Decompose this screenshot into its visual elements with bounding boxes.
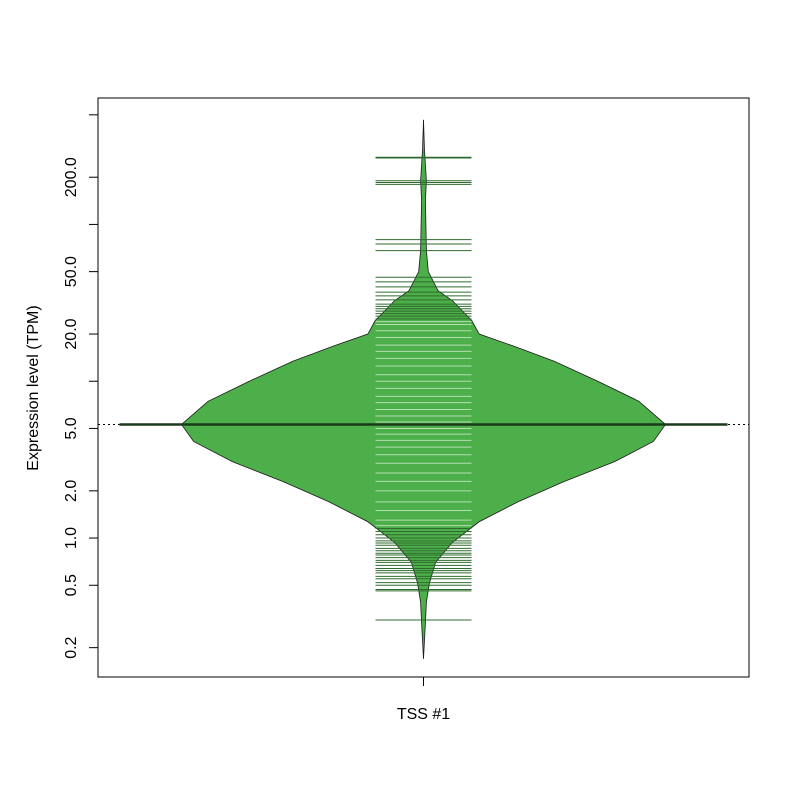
x-tick-label: TSS #1 <box>397 706 450 723</box>
y-tick-label: 20.0 <box>63 318 80 349</box>
y-tick-label: 50.0 <box>63 256 80 287</box>
bean-half <box>180 119 424 659</box>
plot-frame <box>97 97 750 678</box>
y-tick-label: 0.2 <box>63 636 80 658</box>
y-tick-label: 5.0 <box>63 417 80 439</box>
y-tick-label: 0.5 <box>63 574 80 596</box>
bean-half <box>423 119 667 659</box>
y-tick-label: 2.0 <box>63 480 80 502</box>
y-axis-label: Expression level (TPM) <box>25 305 42 470</box>
y-tick-label: 1.0 <box>63 527 80 549</box>
y-tick-label: 200.0 <box>63 157 80 197</box>
